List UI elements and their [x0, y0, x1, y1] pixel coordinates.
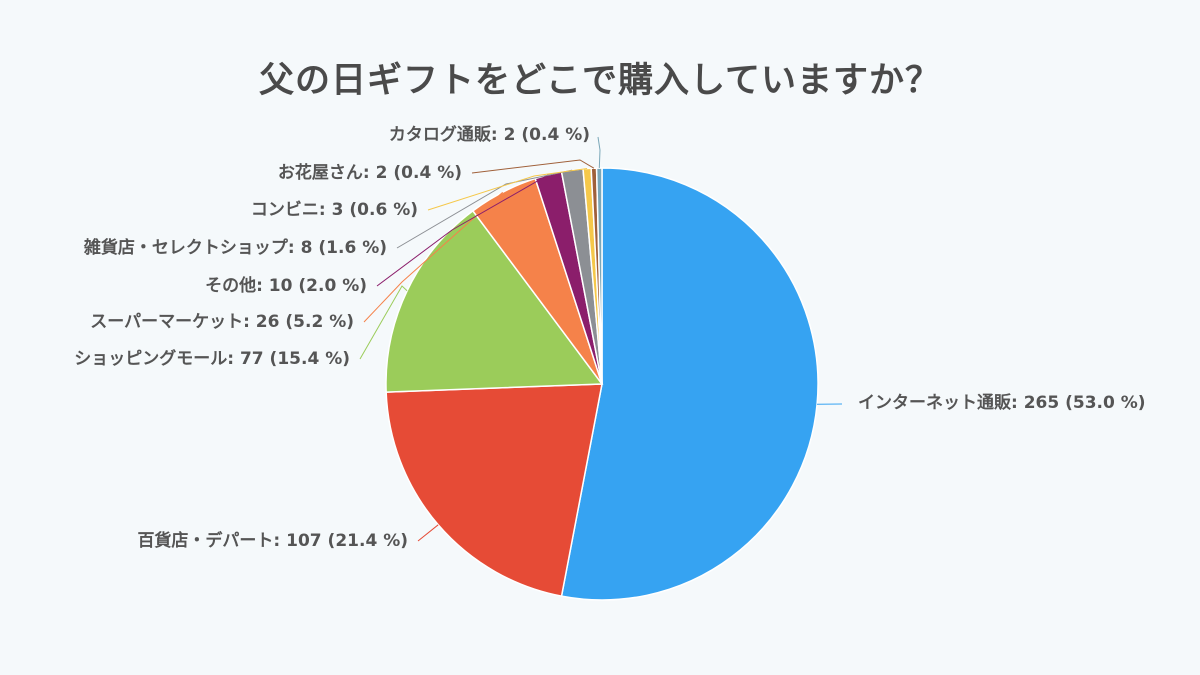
leader-line	[471, 159, 595, 174]
slice-labels: インターネット通販: 265 (53.0 %) 百貨店・デパート: 107 (21…	[74, 124, 1145, 551]
slice-label: ショッピングモール: 77 (15.4 %)	[74, 348, 350, 369]
slice-label: 雑貨店・セレクトショップ: 8 (1.6 %)	[83, 237, 387, 258]
leader-line	[417, 524, 439, 542]
pie-slice[interactable]	[385, 209, 604, 393]
leader-lines	[359, 136, 843, 542]
pie-slice[interactable]	[595, 167, 603, 385]
leader-line	[359, 285, 408, 360]
slice-label: コンビニ: 3 (0.6 %)	[251, 200, 418, 220]
slice-label: スーパーマーケット: 26 (5.2 %)	[90, 312, 354, 332]
pie-slice[interactable]	[560, 167, 819, 601]
leader-line	[363, 191, 504, 323]
slice-label: インターネット通販: 265 (53.0 %)	[858, 392, 1146, 413]
leader-line	[597, 136, 601, 169]
slice-label: カタログ通販: 2 (0.4 %)	[389, 124, 590, 145]
leader-line	[396, 169, 573, 249]
chart-title: 父の日ギフトをどこで購入していますか？	[259, 61, 941, 101]
pie-slices	[385, 167, 819, 601]
slice-label: 百貨店・デパート: 107 (21.4 %)	[137, 530, 408, 551]
slice-label: お花屋さん: 2 (0.4 %)	[278, 162, 462, 183]
slice-label: その他: 10 (2.0 %)	[205, 275, 367, 296]
leader-line	[376, 174, 549, 287]
leader-line	[427, 168, 588, 211]
